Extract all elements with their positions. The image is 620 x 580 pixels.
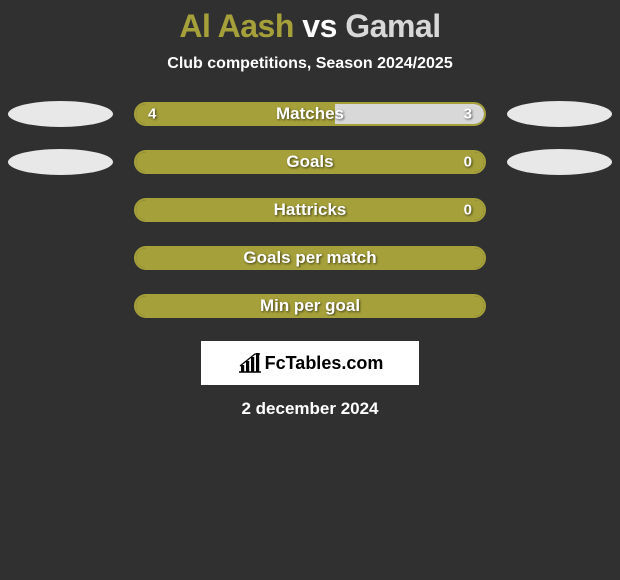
stat-row: Matches 4 3 xyxy=(0,101,620,127)
stat-row: Goals per match xyxy=(0,245,620,271)
bar-fill-right xyxy=(335,104,484,124)
subtitle: Club competitions, Season 2024/2025 xyxy=(0,55,620,73)
right-ellipse xyxy=(507,149,612,175)
right-ellipse xyxy=(507,101,612,127)
left-ellipse-gap xyxy=(8,293,113,319)
footer-date: 2 december 2024 xyxy=(0,399,620,419)
bar-chart-icon xyxy=(237,352,263,374)
stat-value-right: 0 xyxy=(464,202,472,219)
vs-label: vs xyxy=(302,8,337,44)
comparison-widget: Al Aash vs Gamal Club competitions, Seas… xyxy=(0,0,620,419)
stat-label: Goals xyxy=(286,152,333,172)
stat-label: Hattricks xyxy=(274,200,347,220)
stat-row: Min per goal xyxy=(0,293,620,319)
right-ellipse-gap xyxy=(507,293,612,319)
stat-bar: Hattricks 0 xyxy=(134,198,486,222)
stat-value-right: 3 xyxy=(464,106,472,123)
stat-label: Goals per match xyxy=(243,248,376,268)
stat-bar: Min per goal xyxy=(134,294,486,318)
player1-name: Al Aash xyxy=(179,8,293,44)
stat-value-left: 4 xyxy=(148,106,156,123)
page-title: Al Aash vs Gamal xyxy=(0,8,620,45)
right-ellipse-gap xyxy=(507,197,612,223)
brand-text: FcTables.com xyxy=(265,353,384,374)
stat-bar: Goals per match xyxy=(134,246,486,270)
player2-name: Gamal xyxy=(345,8,440,44)
brand-box[interactable]: FcTables.com xyxy=(201,341,419,385)
right-ellipse-gap xyxy=(507,245,612,271)
left-ellipse-gap xyxy=(8,197,113,223)
stat-bar: Matches 4 3 xyxy=(134,102,486,126)
left-ellipse xyxy=(8,101,113,127)
stat-bars: Matches 4 3 Goals 0 Hattricks 0 Goals per match… xyxy=(0,101,620,319)
stat-value-right: 0 xyxy=(464,154,472,171)
stat-bar: Goals 0 xyxy=(134,150,486,174)
left-ellipse-gap xyxy=(8,245,113,271)
stat-row: Goals 0 xyxy=(0,149,620,175)
stat-row: Hattricks 0 xyxy=(0,197,620,223)
stat-label: Matches xyxy=(276,104,344,124)
left-ellipse xyxy=(8,149,113,175)
stat-label: Min per goal xyxy=(260,296,360,316)
